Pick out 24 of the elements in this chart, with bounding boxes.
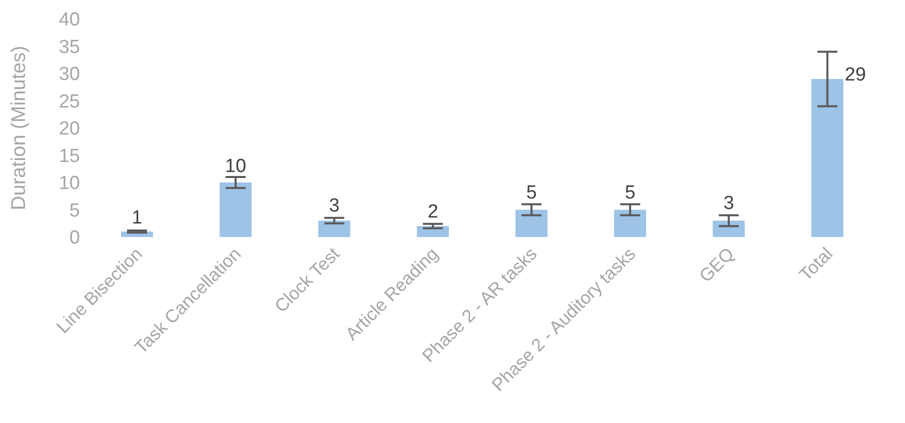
bar xyxy=(811,78,844,237)
y-tick-label: 25 xyxy=(58,91,80,112)
bar xyxy=(220,182,252,237)
data-label: 1 xyxy=(132,208,142,229)
data-label: 29 xyxy=(844,64,866,86)
bar xyxy=(712,220,745,237)
bar xyxy=(516,210,548,237)
data-label: 3 xyxy=(723,192,734,214)
y-tick-label: 5 xyxy=(69,200,80,222)
y-tick-label: 20 xyxy=(58,118,80,140)
bar xyxy=(614,210,646,237)
data-label: 10 xyxy=(225,156,246,177)
y-axis-title: Duration (Minutes) xyxy=(8,46,30,210)
y-tick-label: 40 xyxy=(58,10,80,31)
y-tick-label: 15 xyxy=(58,146,80,167)
data-label: 5 xyxy=(624,182,636,204)
bar xyxy=(318,220,350,237)
y-tick-label: 30 xyxy=(58,64,80,86)
data-label: 5 xyxy=(526,182,537,204)
data-label: 3 xyxy=(328,196,340,217)
data-label: 2 xyxy=(428,201,438,222)
y-tick-label: 10 xyxy=(58,173,80,194)
y-tick-label: 0 xyxy=(69,228,80,249)
y-tick-label: 35 xyxy=(58,36,80,58)
